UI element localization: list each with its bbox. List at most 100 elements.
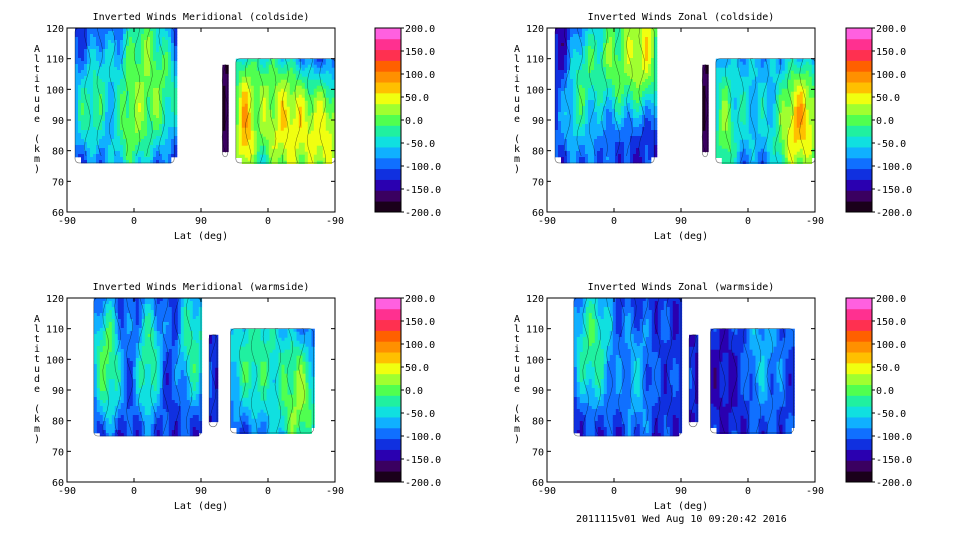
heatmap-cell — [274, 124, 279, 128]
heatmap-cell — [120, 40, 124, 44]
heatmap-cell — [633, 94, 637, 98]
heatmap-cell — [225, 148, 229, 153]
heatmap-cell — [150, 55, 154, 59]
heatmap-cell — [325, 124, 330, 128]
heatmap-cell — [582, 100, 586, 104]
heatmap-cell — [159, 112, 163, 116]
heatmap-cell — [129, 115, 133, 119]
heatmap-cell — [648, 94, 652, 98]
heatmap-cell — [307, 85, 312, 89]
heatmap-cell — [558, 115, 562, 119]
heatmap-cell — [564, 118, 568, 122]
heatmap-cell — [313, 67, 318, 71]
heatmap-cell — [328, 79, 333, 83]
x-tick-label: 90 — [195, 216, 207, 227]
heatmap-cell — [81, 130, 85, 134]
heatmap-cell — [174, 46, 178, 50]
heatmap-cell — [633, 73, 637, 77]
contour-line — [319, 58, 326, 163]
heatmap-cell — [715, 76, 720, 80]
heatmap-cell — [576, 82, 580, 86]
heatmap-cell — [760, 112, 765, 116]
heatmap-cell — [259, 160, 264, 164]
heatmap-cell — [286, 82, 291, 86]
heatmap-cell — [277, 139, 282, 143]
heatmap-cell — [757, 124, 762, 128]
heatmap-cell — [84, 148, 88, 152]
heatmap-cell — [120, 100, 124, 104]
heatmap-cell — [307, 91, 312, 95]
heatmap-cell — [162, 76, 166, 80]
heatmap-cell — [225, 145, 229, 150]
heatmap-cell — [265, 151, 270, 155]
heatmap-cell — [174, 58, 178, 62]
heatmap-cell — [576, 148, 580, 152]
heatmap-cell — [721, 91, 726, 95]
heatmap-cell — [606, 67, 610, 71]
heatmap-cell — [298, 91, 303, 95]
heatmap-cell — [90, 49, 94, 53]
heatmap-cell — [90, 160, 94, 164]
heatmap-cell — [573, 106, 577, 110]
heatmap-cell — [573, 115, 577, 119]
heatmap-cell — [585, 49, 589, 53]
heatmap-cell — [654, 124, 658, 128]
heatmap-cell — [114, 88, 118, 92]
heatmap-cell — [621, 124, 625, 128]
heatmap-cell — [241, 115, 246, 119]
heatmap-cell — [292, 109, 297, 113]
heatmap-cell — [304, 157, 309, 161]
heatmap-cell — [159, 40, 163, 44]
heatmap-cell — [736, 91, 741, 95]
heatmap-cell — [262, 61, 267, 65]
heatmap-cell — [558, 55, 562, 59]
heatmap-cell — [114, 97, 118, 101]
heatmap-cell — [600, 97, 604, 101]
heatmap-cell — [135, 55, 139, 59]
colorbar-label: 200.0 — [405, 24, 435, 35]
heatmap-cell — [618, 43, 622, 47]
heatmap-cell — [579, 82, 583, 86]
heatmap-cell — [745, 121, 750, 125]
heatmap-cell — [597, 82, 601, 86]
heatmap-cell — [331, 67, 335, 71]
heatmap-cell — [633, 148, 637, 152]
heatmap-cell — [301, 100, 306, 104]
heatmap-cell — [262, 64, 267, 68]
heatmap-cell — [159, 145, 163, 149]
heatmap-cell — [648, 112, 652, 116]
heatmap-cell — [748, 133, 753, 137]
heatmap-cell — [727, 103, 732, 107]
heatmap-cell — [123, 52, 127, 56]
heatmap-cell — [225, 67, 229, 72]
heatmap-cell — [576, 91, 580, 95]
heatmap-cell — [84, 52, 88, 56]
heatmap-cell — [156, 28, 160, 32]
heatmap-cell — [301, 157, 306, 161]
heatmap-cell — [570, 121, 574, 125]
heatmap-cell — [84, 130, 88, 134]
heatmap-cell — [165, 28, 169, 32]
heatmap-cell — [78, 115, 82, 119]
heatmap-cell — [283, 124, 288, 128]
heatmap-cell — [319, 85, 324, 89]
heatmap-cell — [87, 40, 91, 44]
heatmap-cell — [603, 127, 607, 131]
heatmap-cell — [156, 73, 160, 77]
heatmap-cell — [138, 97, 142, 101]
heatmap-cell — [135, 64, 139, 68]
heatmap-cell — [757, 142, 762, 146]
heatmap-cell — [147, 61, 151, 65]
heatmap-cell — [150, 94, 154, 98]
heatmap-cell — [570, 85, 574, 89]
heatmap-cell — [630, 124, 634, 128]
heatmap-cell — [573, 28, 577, 32]
heatmap-cell — [705, 133, 709, 138]
heatmap-cell — [247, 73, 252, 77]
heatmap-cell — [301, 106, 306, 110]
heatmap-cell — [558, 94, 562, 98]
heatmap-cell — [105, 145, 109, 149]
heatmap-cell — [702, 67, 706, 72]
heatmap-cell — [567, 142, 571, 146]
heatmap-cell — [555, 49, 559, 53]
